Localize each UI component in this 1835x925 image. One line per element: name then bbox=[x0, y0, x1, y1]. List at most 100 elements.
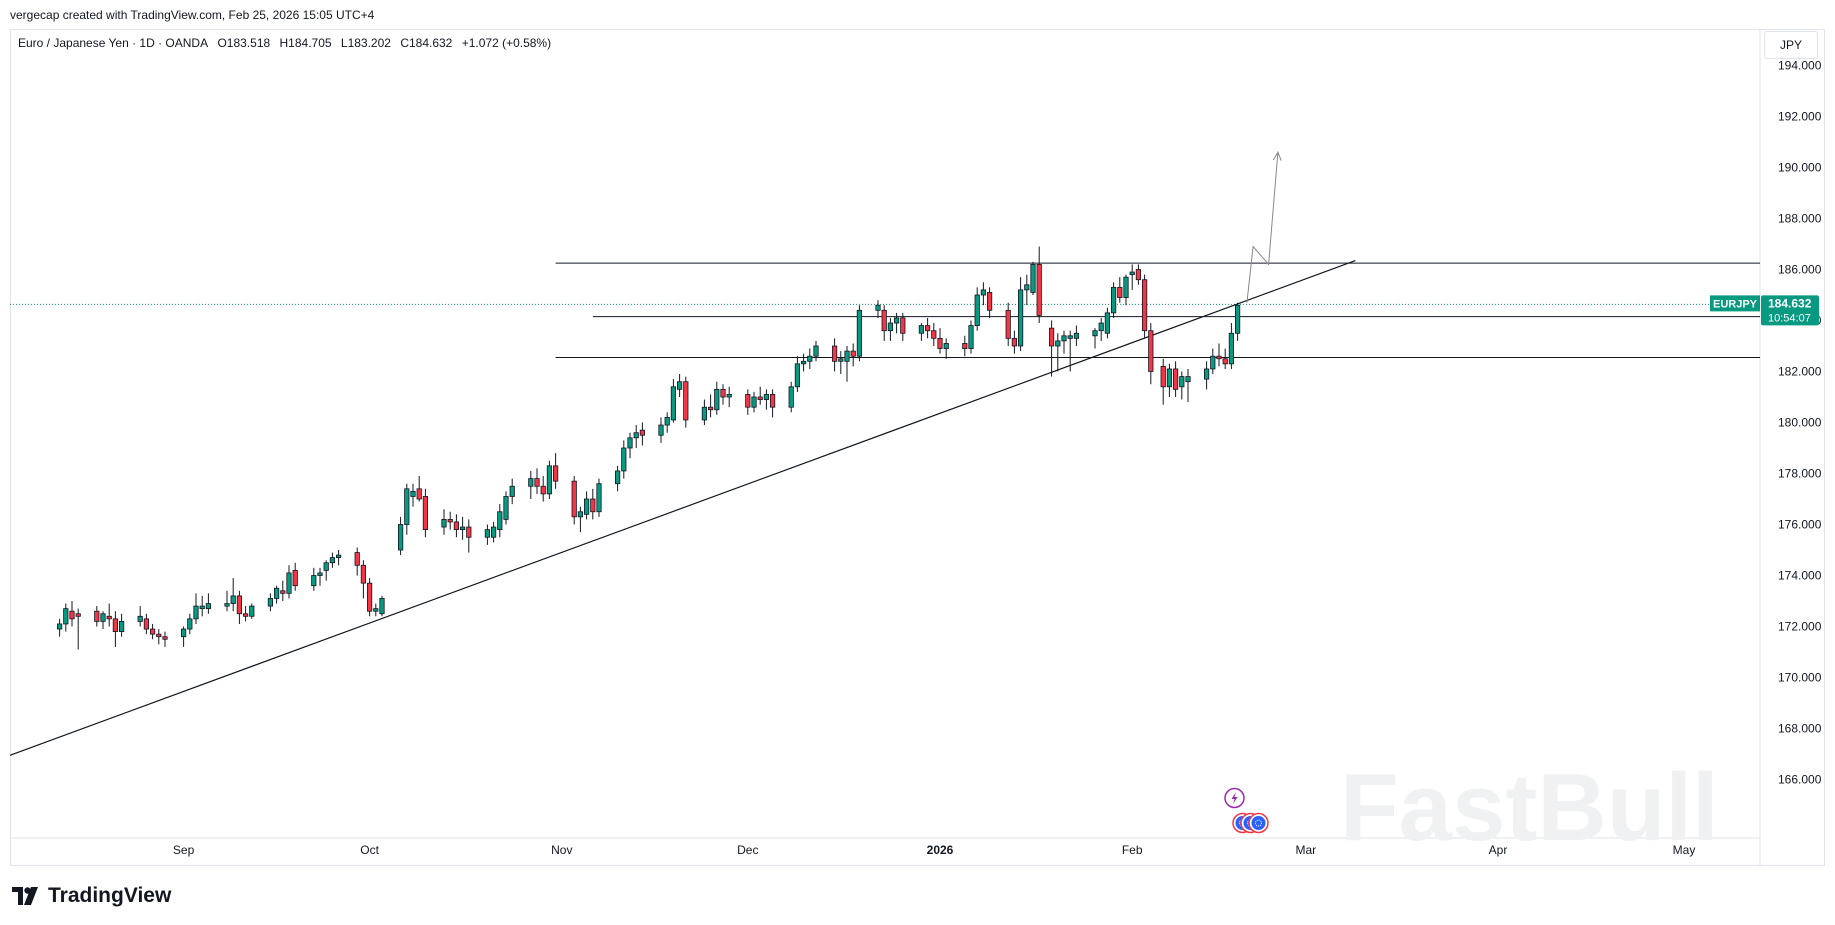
candle-74[interactable] bbox=[701, 399, 708, 426]
candle-130[interactable] bbox=[1160, 358, 1166, 405]
candle-32[interactable] bbox=[329, 552, 336, 568]
candle-26[interactable] bbox=[280, 580, 286, 601]
candle-6[interactable] bbox=[106, 603, 112, 627]
candle-93[interactable] bbox=[856, 305, 863, 362]
candle-112[interactable] bbox=[1024, 274, 1030, 306]
candle-40[interactable] bbox=[404, 483, 410, 535]
candle-99[interactable] bbox=[918, 323, 925, 341]
candle-27[interactable] bbox=[286, 565, 292, 599]
candle-127[interactable] bbox=[1135, 264, 1141, 285]
candle-45[interactable] bbox=[447, 511, 453, 530]
candle-120[interactable] bbox=[1092, 328, 1098, 349]
candle-108[interactable] bbox=[987, 287, 993, 318]
candle-67[interactable] bbox=[633, 425, 639, 448]
candle-44[interactable] bbox=[441, 509, 447, 535]
candle-72[interactable] bbox=[677, 374, 683, 397]
candle-97[interactable] bbox=[894, 312, 900, 334]
currency-button[interactable]: JPY bbox=[1764, 31, 1818, 59]
candle-78[interactable] bbox=[726, 386, 732, 408]
candle-115[interactable] bbox=[1049, 320, 1055, 377]
candle-73[interactable] bbox=[683, 376, 689, 428]
candle-16[interactable] bbox=[193, 593, 199, 624]
candle-79[interactable] bbox=[745, 389, 751, 415]
candle-91[interactable] bbox=[844, 346, 850, 382]
candle-107[interactable] bbox=[980, 282, 987, 306]
candle-9[interactable] bbox=[137, 606, 143, 627]
candle-137[interactable] bbox=[1216, 343, 1222, 367]
event-markers[interactable] bbox=[1224, 787, 1269, 834]
candle-49[interactable] bbox=[484, 524, 491, 545]
candle-102[interactable] bbox=[937, 328, 943, 354]
candle-13[interactable] bbox=[162, 631, 168, 647]
candle-84[interactable] bbox=[788, 381, 794, 413]
candle-70[interactable] bbox=[664, 412, 670, 433]
candle-69[interactable] bbox=[658, 417, 664, 443]
candle-28[interactable] bbox=[292, 562, 298, 591]
candle-83[interactable] bbox=[770, 389, 776, 418]
candle-42[interactable] bbox=[416, 476, 422, 502]
candle-30[interactable] bbox=[317, 567, 323, 586]
candle-37[interactable] bbox=[373, 603, 379, 617]
candle-55[interactable] bbox=[534, 468, 540, 494]
candle-76[interactable] bbox=[714, 381, 720, 415]
candle-86[interactable] bbox=[801, 353, 807, 372]
candle-121[interactable] bbox=[1098, 317, 1104, 341]
price-axis[interactable]: 166.000 168.000 170.000 172.000 174.000 176.0… bbox=[1778, 59, 1822, 787]
candle-17[interactable] bbox=[199, 595, 205, 617]
candle-81[interactable] bbox=[757, 386, 763, 405]
candle-71[interactable] bbox=[670, 379, 677, 423]
candle-23[interactable] bbox=[249, 603, 255, 619]
candle-138[interactable] bbox=[1222, 348, 1228, 369]
candle-118[interactable] bbox=[1067, 330, 1073, 372]
candle-50[interactable] bbox=[490, 521, 497, 543]
candle-52[interactable] bbox=[503, 491, 509, 525]
candle-128[interactable] bbox=[1142, 274, 1148, 339]
candle-38[interactable] bbox=[379, 595, 385, 617]
candle-51[interactable] bbox=[497, 504, 503, 538]
projection-path[interactable] bbox=[1246, 152, 1279, 303]
candle-2[interactable] bbox=[69, 601, 75, 627]
candle-116[interactable] bbox=[1055, 333, 1061, 372]
candle-20[interactable] bbox=[230, 578, 236, 612]
candle-98[interactable] bbox=[900, 312, 906, 341]
candle-8[interactable] bbox=[119, 613, 125, 637]
candle-59[interactable] bbox=[571, 476, 577, 525]
candle-80[interactable] bbox=[751, 391, 757, 413]
candle-105[interactable] bbox=[968, 320, 974, 354]
candle-5[interactable] bbox=[100, 611, 106, 630]
candle-95[interactable] bbox=[881, 305, 887, 341]
candle-39[interactable] bbox=[397, 516, 404, 556]
candle-111[interactable] bbox=[1018, 277, 1024, 352]
candle-96[interactable] bbox=[887, 317, 894, 341]
candle-0[interactable] bbox=[57, 618, 63, 637]
candle-75[interactable] bbox=[708, 394, 714, 418]
candle-34[interactable] bbox=[354, 547, 360, 576]
candle-82[interactable] bbox=[763, 389, 770, 410]
candle-77[interactable] bbox=[720, 384, 726, 405]
candle-114[interactable] bbox=[1036, 246, 1042, 324]
candle-57[interactable] bbox=[546, 460, 553, 499]
candle-101[interactable] bbox=[931, 323, 937, 346]
candle-21[interactable] bbox=[236, 590, 242, 624]
candle-7[interactable] bbox=[112, 611, 118, 647]
candle-90[interactable] bbox=[838, 351, 844, 375]
candle-41[interactable] bbox=[410, 483, 416, 507]
candle-133[interactable] bbox=[1179, 371, 1185, 400]
candle-100[interactable] bbox=[925, 317, 931, 339]
candle-53[interactable] bbox=[509, 478, 515, 505]
candle-131[interactable] bbox=[1166, 363, 1172, 397]
candle-132[interactable] bbox=[1173, 361, 1179, 397]
candle-19[interactable] bbox=[224, 590, 230, 612]
candle-46[interactable] bbox=[453, 514, 460, 538]
candle-87[interactable] bbox=[807, 348, 813, 369]
candle-11[interactable] bbox=[149, 623, 156, 640]
candle-25[interactable] bbox=[273, 585, 280, 604]
candle-94[interactable] bbox=[875, 300, 881, 318]
candle-109[interactable] bbox=[1005, 302, 1011, 346]
candle-29[interactable] bbox=[311, 567, 317, 591]
candle-62[interactable] bbox=[590, 488, 596, 520]
candle-122[interactable] bbox=[1104, 307, 1110, 339]
candle-15[interactable] bbox=[187, 613, 193, 635]
candle-117[interactable] bbox=[1061, 330, 1067, 354]
